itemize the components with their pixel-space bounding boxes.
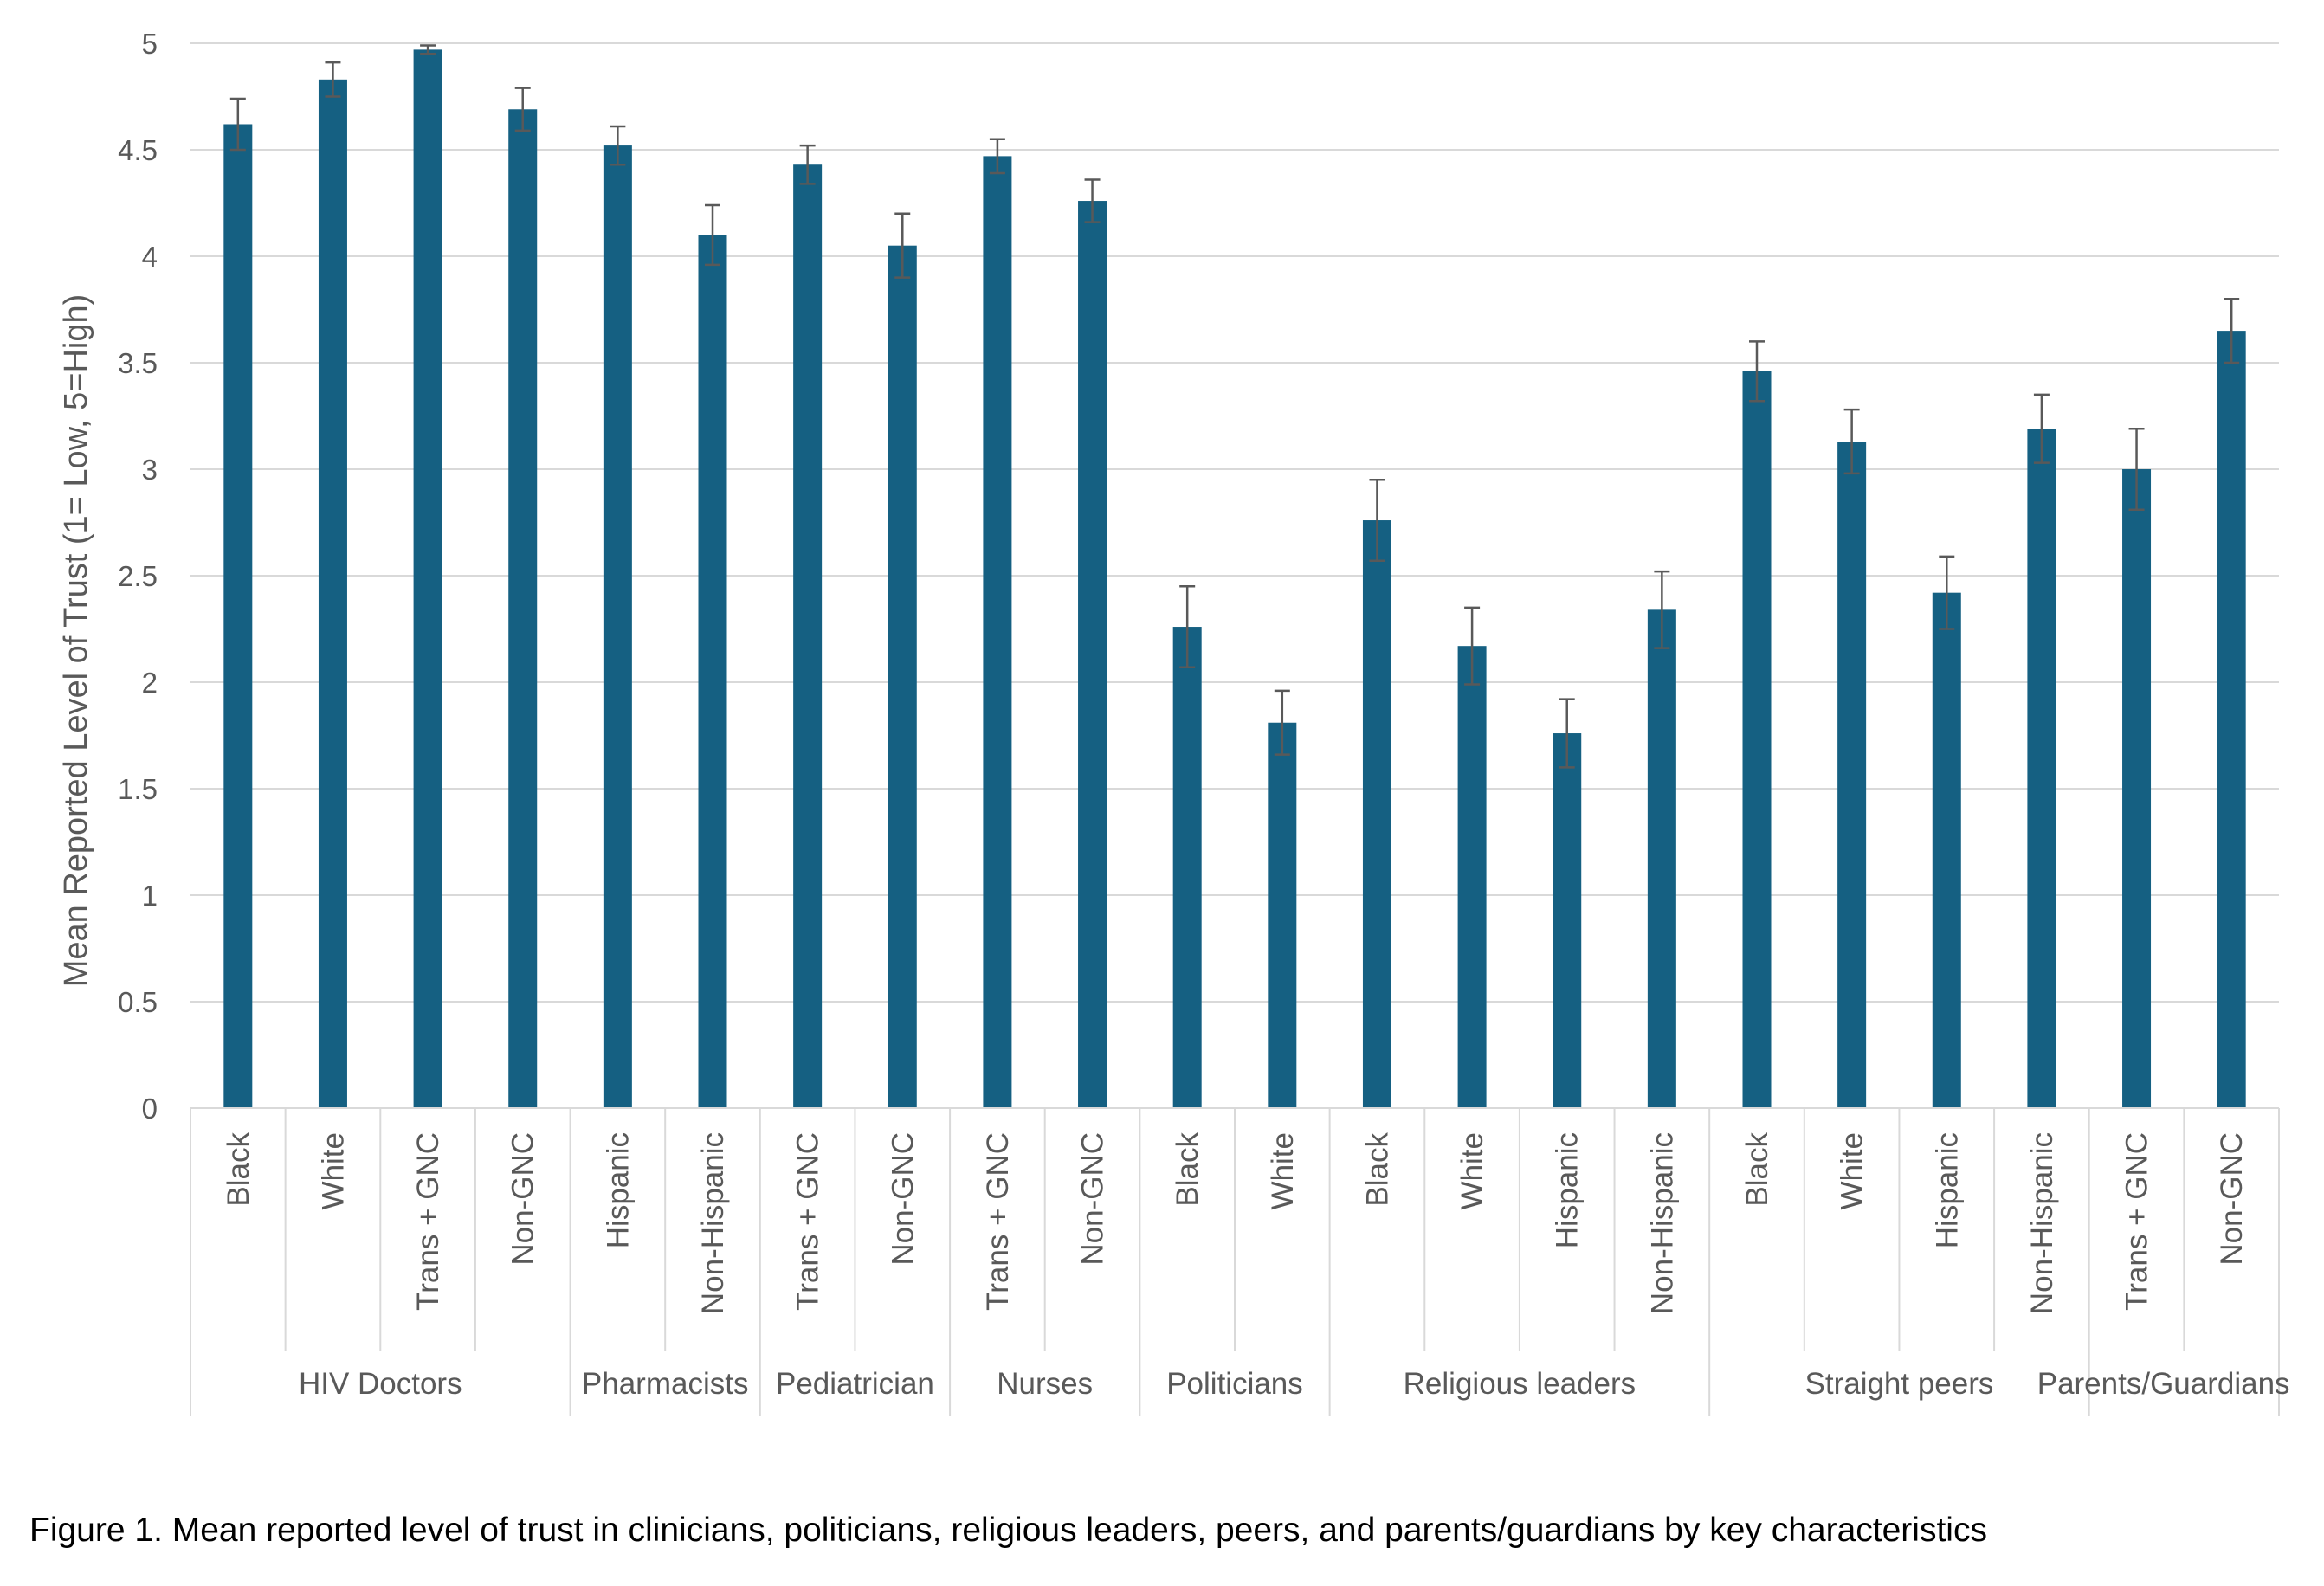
category-label: Non-GNC	[886, 1132, 920, 1266]
category-label: Trans + GNC	[411, 1132, 445, 1311]
bar	[1837, 442, 1867, 1108]
error-bar	[894, 212, 911, 279]
category-label: Non-Hispanic	[1645, 1132, 1679, 1314]
category-label: Non-GNC	[2215, 1132, 2249, 1266]
bar-chart: 0 0.5 1 1.5 2 2.5 3 3.5 4 4.5 5 Black White Trans + …	[58, 28, 2290, 1416]
error-bar	[1274, 689, 1290, 756]
category-label: Trans + GNC	[981, 1132, 1015, 1311]
figure-caption: Figure 1. Mean reported level of trust i…	[29, 1512, 1987, 1549]
y-tick-label: 3.5	[118, 347, 158, 379]
y-tick-label: 4.5	[118, 134, 158, 166]
category-label: Non-Hispanic	[696, 1132, 730, 1314]
group-label: Straight peers	[1805, 1367, 1994, 1401]
error-bar	[1179, 585, 1196, 669]
group-label: Pediatrician	[776, 1367, 934, 1401]
bar	[508, 109, 538, 1108]
group-label: HIV Doctors	[299, 1367, 462, 1401]
bar	[1932, 592, 1961, 1108]
bar	[1172, 627, 1202, 1108]
bar	[1647, 609, 1676, 1108]
bar	[888, 245, 917, 1108]
category-labels: Black White Trans + GNC Non-GNC Hispanic Non-…	[222, 1132, 2249, 1315]
y-tick-label: 3	[142, 454, 158, 486]
bar	[603, 145, 632, 1109]
error-bar	[1939, 555, 1955, 630]
error-bar	[610, 125, 626, 166]
category-label: Hispanic	[601, 1132, 635, 1248]
category-label: Hispanic	[1930, 1132, 1964, 1248]
bar	[793, 164, 823, 1109]
error-bar	[2033, 393, 2050, 464]
y-axis-tick-labels: 0 0.5 1 1.5 2 2.5 3 3.5 4 4.5 5	[118, 28, 158, 1125]
category-label: White	[1266, 1132, 1300, 1209]
category-label: White	[1836, 1132, 1869, 1209]
bar	[698, 235, 727, 1108]
bar	[1078, 201, 1107, 1108]
bars	[223, 49, 2246, 1109]
y-tick-label: 2	[142, 667, 158, 699]
bar	[223, 124, 253, 1109]
error-bar	[989, 138, 1005, 175]
group-label: Parents/Guardians	[2037, 1367, 2290, 1401]
error-bar	[2128, 428, 2145, 511]
category-label: Black	[1360, 1132, 1394, 1207]
error-bar	[1843, 408, 1860, 475]
y-tick-label: 0	[142, 1093, 158, 1125]
error-bar	[1654, 570, 1670, 649]
category-label: White	[1456, 1132, 1489, 1209]
bar	[413, 49, 442, 1108]
error-bar	[1464, 606, 1481, 686]
y-tick-label: 4	[142, 241, 158, 273]
y-tick-label: 1.5	[118, 773, 158, 805]
bar	[1362, 520, 1391, 1108]
bar	[318, 79, 347, 1109]
gridlines	[190, 42, 2279, 1003]
group-label: Politicians	[1166, 1367, 1303, 1401]
group-label: Pharmacists	[582, 1367, 749, 1401]
error-bar	[1749, 340, 1765, 403]
category-label: Trans + GNC	[2121, 1132, 2154, 1311]
error-bar	[1084, 178, 1101, 223]
error-bar	[1369, 479, 1385, 563]
category-label: Black	[1171, 1132, 1204, 1207]
category-label: Black	[222, 1132, 255, 1207]
y-tick-label: 2.5	[118, 560, 158, 592]
y-tick-label: 0.5	[118, 986, 158, 1018]
bar	[1553, 733, 1582, 1108]
bar	[2217, 331, 2246, 1109]
bar	[1457, 646, 1487, 1108]
y-tick-label: 1	[142, 880, 158, 912]
category-label: White	[316, 1132, 350, 1209]
error-bar	[325, 61, 341, 98]
bar	[2122, 469, 2152, 1108]
error-bar	[229, 97, 246, 152]
category-label: Non-Hispanic	[2025, 1132, 2059, 1314]
error-bars	[229, 44, 2240, 769]
error-bar	[420, 44, 436, 55]
category-label: Non-GNC	[507, 1132, 540, 1266]
error-bar	[514, 87, 531, 132]
bar	[1742, 371, 1772, 1109]
category-label: Trans + GNC	[791, 1132, 825, 1311]
bar	[1268, 722, 1297, 1108]
group-label: Religious leaders	[1404, 1367, 1636, 1401]
y-tick-label: 5	[142, 28, 158, 60]
error-bar	[2224, 297, 2240, 364]
error-bar	[1559, 698, 1575, 769]
category-label: Non-GNC	[1076, 1132, 1110, 1266]
y-axis-title: Mean Reported Level of Trust (1= Low, 5=…	[58, 294, 94, 988]
category-label: Black	[1740, 1132, 1774, 1207]
x-axis	[190, 1107, 2280, 1416]
category-label: Hispanic	[1551, 1132, 1585, 1248]
error-bar	[799, 144, 816, 185]
error-bar	[705, 203, 720, 267]
bar	[983, 156, 1012, 1108]
group-label: Nurses	[997, 1367, 1093, 1401]
group-labels: HIV Doctors Pharmacists Pediatrician Nurses…	[299, 1367, 2290, 1401]
bar	[2027, 429, 2056, 1108]
